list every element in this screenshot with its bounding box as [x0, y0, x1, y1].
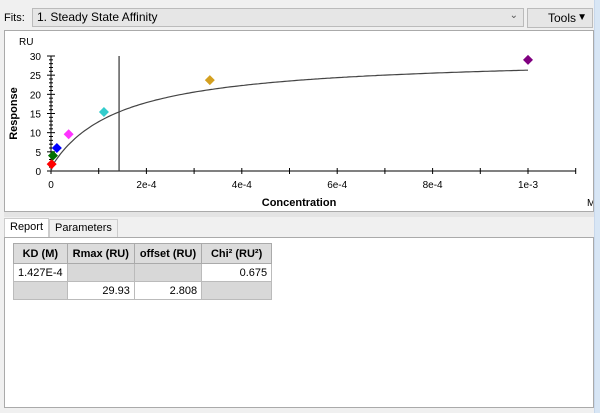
fit-curve	[50, 69, 528, 172]
y-tick-label: 15	[30, 110, 42, 121]
y-tick-label: 10	[30, 129, 42, 140]
data-point	[46, 159, 57, 170]
fits-row: Fits:	[4, 8, 32, 28]
cell: 2.808	[133, 281, 203, 300]
col-offset: offset (RU)	[133, 243, 203, 264]
x-tick-label: 6e-4	[327, 180, 347, 191]
y-axis-label: Response	[8, 87, 20, 140]
x-tick-label: 0	[48, 180, 54, 191]
y-unit-label: RU	[19, 37, 33, 48]
cell: 29.93	[66, 281, 135, 300]
x-tick-label: 1e-3	[518, 180, 538, 191]
fits-dropdown[interactable]: 1. Steady State Affinity ⌄	[32, 8, 524, 27]
y-tick-label: 5	[35, 148, 41, 159]
report-panel: KD (M) Rmax (RU) offset (RU) Chi² (RU²) …	[4, 237, 594, 408]
cell	[133, 263, 203, 282]
col-kd: KD (M)	[13, 243, 68, 264]
data-point	[47, 150, 58, 161]
x-axis-label: Concentration	[262, 197, 337, 209]
y-tick-label: 25	[30, 71, 42, 82]
y-tick-label: 20	[30, 90, 42, 101]
y-tick-label: 0	[35, 167, 41, 178]
x-tick-label: 4e-4	[232, 180, 252, 191]
data-point	[204, 75, 215, 86]
table-row: 1.427E-4 0.675	[13, 263, 273, 282]
cell	[201, 281, 273, 300]
x-tick-label: 8e-4	[423, 180, 443, 191]
tools-button[interactable]: Tools ▼	[527, 8, 593, 28]
splitter[interactable]	[4, 212, 594, 217]
cell	[13, 281, 68, 300]
table-row: 29.93 2.808	[13, 281, 273, 300]
report-table: KD (M) Rmax (RU) offset (RU) Chi² (RU²) …	[13, 243, 273, 300]
chevron-down-icon: ⌄	[509, 10, 518, 21]
y-tick-label: 30	[30, 52, 42, 63]
data-point	[98, 106, 109, 117]
cell: 0.675	[201, 263, 273, 282]
x-unit-label: M	[587, 198, 593, 209]
fits-label: Fits:	[4, 12, 25, 24]
x-tick-label: 2e-4	[136, 180, 156, 191]
tab-parameters[interactable]: Parameters	[49, 219, 118, 237]
data-point	[51, 143, 62, 153]
dropdown-arrow-icon: ▼	[577, 12, 587, 23]
tools-label: Tools	[548, 11, 577, 25]
tab-bar: Report Parameters	[4, 218, 118, 237]
cell	[66, 263, 135, 282]
chart-area: 0 5 10 15 20 25 30 0 2e-4 4e-4 6e-4 8e-4 1e-3 Concent…	[4, 30, 595, 212]
cell: 1.427E-4	[13, 263, 68, 282]
col-rmax: Rmax (RU)	[66, 243, 135, 264]
data-point	[63, 129, 74, 140]
tab-report[interactable]: Report	[4, 218, 50, 237]
header-row: KD (M) Rmax (RU) offset (RU) Chi² (RU²)	[13, 243, 273, 264]
data-point	[523, 54, 533, 65]
affinity-chart: 0 5 10 15 20 25 30 0 2e-4 4e-4 6e-4 8e-4 1e-3 Concent…	[8, 37, 595, 209]
window-border	[595, 0, 600, 413]
col-chi2: Chi² (RU²)	[201, 243, 273, 264]
fits-value: 1. Steady State Affinity	[37, 10, 158, 24]
